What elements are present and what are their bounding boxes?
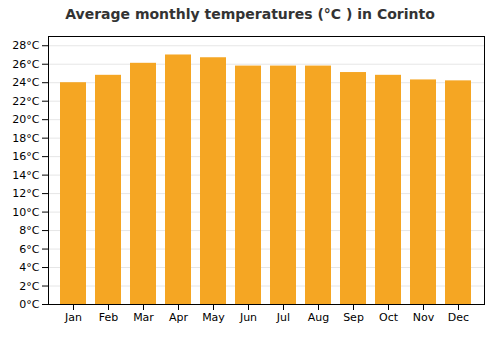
svg-text:Feb: Feb — [99, 311, 118, 324]
svg-text:18°C: 18°C — [12, 132, 39, 145]
svg-text:8°C: 8°C — [19, 224, 39, 237]
svg-text:22°C: 22°C — [12, 95, 39, 108]
svg-text:Jan: Jan — [64, 311, 82, 324]
svg-text:4°C: 4°C — [19, 261, 39, 274]
svg-text:Sep: Sep — [343, 311, 364, 324]
svg-text:16°C: 16°C — [12, 150, 39, 163]
svg-text:Aug: Aug — [308, 311, 329, 324]
svg-text:26°C: 26°C — [12, 58, 39, 71]
svg-text:Apr: Apr — [169, 311, 189, 324]
svg-text:28°C: 28°C — [12, 39, 39, 52]
svg-text:10°C: 10°C — [12, 206, 39, 219]
svg-text:2°C: 2°C — [19, 280, 39, 293]
svg-text:0°C: 0°C — [19, 298, 39, 311]
svg-text:Jul: Jul — [276, 311, 290, 324]
svg-text:14°C: 14°C — [12, 169, 39, 182]
svg-text:May: May — [202, 311, 225, 324]
svg-text:6°C: 6°C — [19, 243, 39, 256]
svg-text:Oct: Oct — [379, 311, 399, 324]
svg-text:Jun: Jun — [239, 311, 257, 324]
svg-text:20°C: 20°C — [12, 113, 39, 126]
svg-text:Mar: Mar — [133, 311, 154, 324]
svg-text:Dec: Dec — [448, 311, 469, 324]
svg-text:12°C: 12°C — [12, 187, 39, 200]
html-text:Average monthly temperatures (: Average monthly temperatures (°C ) in Co… — [65, 6, 435, 22]
svg-text:Nov: Nov — [413, 311, 435, 324]
svg-text:24°C: 24°C — [12, 76, 39, 89]
